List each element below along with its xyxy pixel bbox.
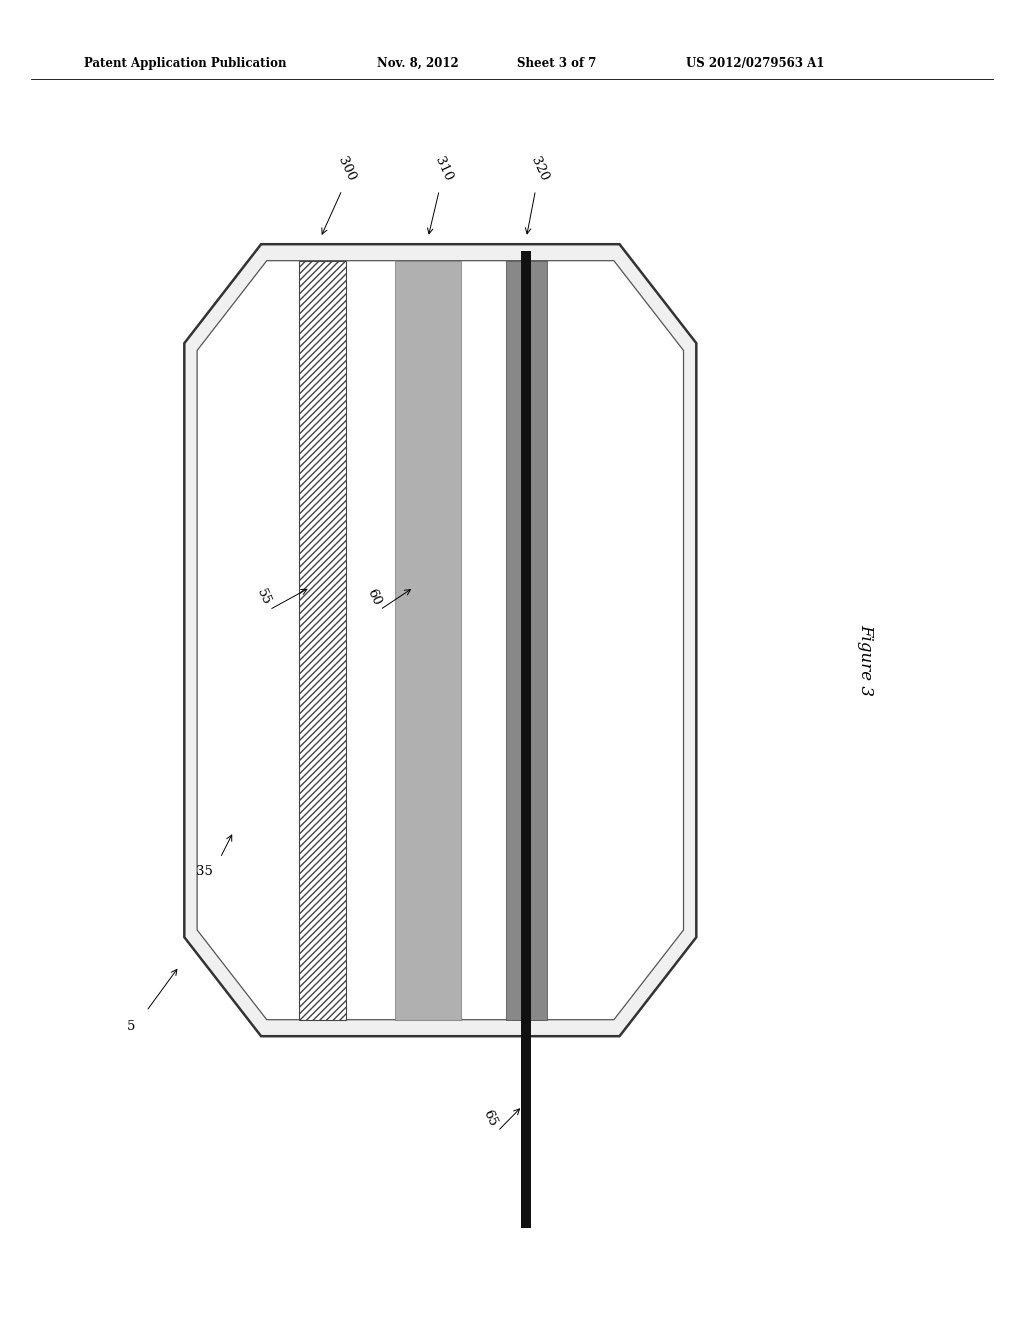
Text: 300: 300 <box>335 156 357 183</box>
Bar <box>506 261 547 1019</box>
Text: 320: 320 <box>528 156 551 183</box>
Text: Sheet 3 of 7: Sheet 3 of 7 <box>517 57 597 70</box>
Text: 55: 55 <box>254 586 272 607</box>
Bar <box>299 261 346 1019</box>
Text: Patent Application Publication: Patent Application Publication <box>84 57 287 70</box>
Polygon shape <box>197 261 684 1019</box>
Bar <box>394 261 461 1019</box>
Bar <box>521 251 531 1228</box>
Text: Figure 3: Figure 3 <box>857 624 873 696</box>
Text: 310: 310 <box>432 156 455 183</box>
Text: 60: 60 <box>365 586 383 607</box>
Text: 35: 35 <box>197 865 213 878</box>
Text: US 2012/0279563 A1: US 2012/0279563 A1 <box>686 57 824 70</box>
Text: Nov. 8, 2012: Nov. 8, 2012 <box>377 57 459 70</box>
Polygon shape <box>184 244 696 1036</box>
Text: 65: 65 <box>480 1107 499 1129</box>
Text: 5: 5 <box>127 1020 135 1034</box>
